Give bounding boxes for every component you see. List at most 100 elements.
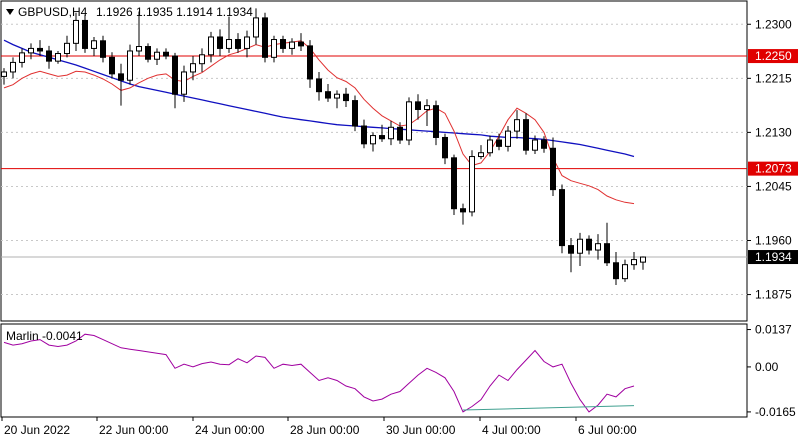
level-badge-label: 1.2073 — [755, 162, 792, 176]
price-tick-label: 1.2300 — [755, 17, 792, 31]
candle-body-up — [244, 36, 250, 49]
price-axis[interactable]: 1.2300 1.2215 1.2130 1.2045 1.1960 1.1875 1.22… — [747, 17, 798, 302]
candle-body-up — [289, 41, 295, 49]
candle-body-down — [262, 17, 268, 58]
candle-body-up — [127, 50, 133, 81]
candle-body-down — [604, 243, 610, 264]
candle-body-down — [352, 100, 358, 127]
candle-body-down — [541, 139, 547, 149]
candle — [622, 259, 628, 282]
candle-body-up — [190, 63, 196, 73]
candle-body-down — [379, 135, 385, 140]
candle — [55, 50, 61, 64]
candle-body-up — [388, 126, 394, 140]
current-price-label: 1.1934 — [755, 250, 792, 264]
candle — [541, 136, 547, 153]
candle — [181, 65, 187, 102]
candle — [334, 90, 340, 109]
candle-body-down — [46, 50, 52, 62]
candle — [613, 251, 619, 286]
time-tick-label: 6 Jul 00:00 — [578, 423, 637, 437]
candle — [64, 35, 70, 58]
candle-body-down — [451, 157, 457, 210]
candle-body-up — [154, 51, 160, 60]
candle — [235, 33, 241, 53]
candle-body-up — [208, 36, 214, 56]
candle — [19, 48, 25, 68]
candle-body-up — [28, 47, 34, 54]
candle — [523, 113, 529, 155]
candle — [388, 120, 394, 146]
indicator-axis[interactable]: 0.0137 0.00 -0.0165 — [747, 323, 796, 419]
candle — [280, 35, 286, 53]
candle-body-down — [100, 40, 106, 58]
envelope-band — [3, 40, 635, 205]
candle — [532, 135, 538, 155]
candle — [244, 30, 250, 58]
candle — [343, 87, 349, 107]
candle-body-down — [442, 136, 448, 159]
candle-body-up — [640, 256, 646, 263]
candle-body-up — [595, 243, 601, 251]
candle — [451, 154, 457, 216]
candle — [28, 43, 34, 60]
candle — [424, 99, 430, 127]
level-lines — [1, 55, 747, 170]
candle — [199, 48, 205, 72]
candle-body-up — [199, 54, 205, 65]
candle — [604, 222, 610, 266]
candle — [100, 35, 106, 63]
candle — [46, 45, 52, 69]
candle — [631, 251, 637, 270]
candle — [271, 35, 277, 63]
candle — [82, 14, 88, 53]
candle — [118, 63, 124, 106]
candle-body-down — [316, 78, 322, 93]
candle-body-up — [631, 259, 637, 266]
candle — [172, 52, 178, 109]
time-tick-label: 30 Jun 00:00 — [386, 423, 456, 437]
candle-body-up — [478, 152, 484, 158]
indicator-panel[interactable]: Marlin -0.0041 — [0, 323, 748, 418]
candle — [379, 124, 385, 142]
candle — [109, 52, 115, 79]
candle — [577, 232, 583, 266]
indicator-label: Marlin -0.0041 — [6, 329, 83, 343]
candle — [289, 38, 295, 55]
candle — [478, 145, 484, 160]
candle — [496, 133, 502, 151]
candle-body-down — [496, 139, 502, 147]
candle — [460, 203, 466, 225]
time-axis[interactable]: 20 Jun 2022 22 Jun 00:00 24 Jun 00:00 28 Ju… — [1, 417, 637, 437]
candle-body-up — [91, 40, 97, 49]
candle-body-down — [163, 51, 169, 57]
candle-body-down — [361, 125, 367, 145]
price-tick-label: 1.2215 — [755, 71, 792, 85]
candle-body-down — [433, 105, 439, 138]
triangle-down-icon[interactable] — [6, 9, 14, 15]
candle — [37, 40, 43, 57]
candle-body-up — [253, 17, 259, 38]
chart-ohlc: 1.1926 1.1935 1.1914 1.1934 — [96, 5, 253, 19]
chart-symbol: GBPUSD,H4 — [18, 5, 88, 19]
candle — [487, 135, 493, 157]
price-tick-label: 1.2130 — [755, 125, 792, 139]
candle-body-down — [37, 47, 43, 52]
candle — [316, 71, 322, 101]
time-tick-label: 28 Jun 00:00 — [290, 423, 360, 437]
candle-body-down — [145, 46, 151, 60]
candle-body-down — [415, 101, 421, 110]
candle — [550, 137, 556, 196]
price-tick-label: 1.1960 — [755, 234, 792, 248]
candle — [127, 44, 133, 85]
candle — [226, 16, 232, 53]
candle-body-up — [406, 101, 412, 141]
time-tick-label: 20 Jun 2022 — [4, 423, 70, 437]
price-panel[interactable]: GBPUSD,H4 1.1926 1.1935 1.1914 1.1934 — [0, 0, 748, 322]
candle-body-up — [514, 119, 520, 132]
candle-body-down — [307, 45, 313, 80]
candle-body-down — [559, 189, 565, 247]
candle-body-up — [370, 135, 376, 145]
candle — [253, 8, 259, 45]
